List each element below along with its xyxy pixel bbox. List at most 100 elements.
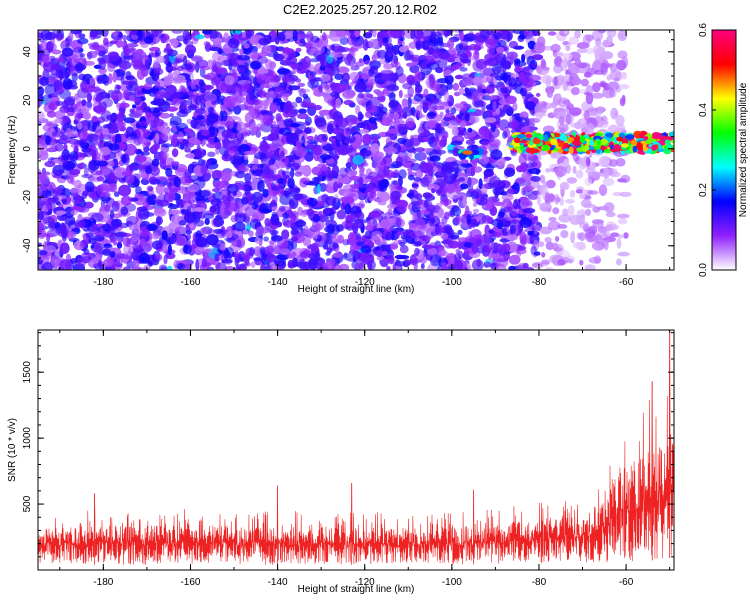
noise-blob <box>457 237 469 243</box>
noise-blob <box>403 49 411 61</box>
noise-blob <box>290 168 295 179</box>
noise-blob <box>97 74 110 84</box>
noise-blob <box>132 97 142 102</box>
noise-blob <box>79 162 85 169</box>
noise-blob <box>467 176 472 187</box>
noise-blob <box>292 30 298 42</box>
noise-blob <box>169 116 182 126</box>
noise-blob <box>151 232 160 240</box>
noise-blob <box>236 265 248 270</box>
noise-blob <box>339 36 349 46</box>
noise-blob <box>206 160 212 167</box>
noise-blob <box>264 178 273 183</box>
noise-blob <box>457 240 462 250</box>
noise-blob <box>129 108 135 114</box>
noise-blob <box>295 47 302 53</box>
noise-blob <box>61 99 74 110</box>
noise-blob <box>420 151 427 161</box>
noise-blob <box>106 131 114 139</box>
noise-blob <box>452 82 460 91</box>
noise-blob <box>135 48 144 56</box>
noise-blob <box>492 201 504 206</box>
noise-blob <box>184 169 192 178</box>
noise-blob <box>234 250 240 258</box>
noise-blob <box>399 245 409 254</box>
noise-blob <box>186 65 193 71</box>
noise-blob <box>281 75 292 83</box>
noise-blob <box>363 32 373 39</box>
noise-blob <box>344 222 354 228</box>
noise-blob <box>154 98 167 107</box>
noise-blob <box>387 203 397 210</box>
noise-blob <box>334 73 344 80</box>
noise-blob <box>204 93 217 102</box>
noise-blob <box>494 187 499 199</box>
noise-blob <box>587 190 599 195</box>
noise-blob <box>505 95 517 105</box>
noise-blob <box>617 218 628 225</box>
noise-blob <box>528 117 541 124</box>
noise-blob <box>450 115 456 120</box>
noise-blob <box>579 221 590 229</box>
noise-blob <box>528 168 541 175</box>
noise-blob <box>120 206 129 216</box>
noise-blob <box>551 242 559 251</box>
noise-blob <box>325 251 331 256</box>
noise-blob <box>120 51 127 63</box>
noise-blob <box>95 93 102 104</box>
noise-blob <box>457 136 463 141</box>
noise-blob <box>221 129 233 139</box>
noise-blob <box>477 87 484 93</box>
noise-blob <box>339 83 348 90</box>
noise-blob <box>249 124 257 136</box>
noise-blob <box>251 191 264 203</box>
noise-blob <box>576 232 582 240</box>
noise-blob <box>398 46 408 53</box>
noise-blob <box>103 258 114 268</box>
noise-blob <box>354 262 361 270</box>
noise-blob <box>295 193 308 200</box>
noise-blob <box>202 138 207 145</box>
noise-blob <box>165 66 178 72</box>
noise-blob <box>295 96 303 104</box>
noise-blob <box>289 101 298 109</box>
noise-blob <box>357 92 364 99</box>
noise-blob <box>606 230 611 235</box>
noise-blob <box>440 232 449 240</box>
noise-blob <box>248 230 254 237</box>
noise-blob <box>109 209 115 220</box>
noise-blob <box>67 231 77 239</box>
noise-blob <box>74 48 79 54</box>
noise-blob <box>442 188 448 194</box>
noise-blob <box>116 41 127 48</box>
noise-blob <box>137 208 150 220</box>
noise-blob <box>305 41 312 51</box>
noise-blob <box>187 104 198 111</box>
noise-blob <box>617 178 628 183</box>
noise-blob <box>379 96 386 103</box>
noise-blob <box>139 238 146 247</box>
noise-blob <box>206 112 218 124</box>
noise-blob <box>450 256 455 265</box>
noise-blob <box>86 133 99 142</box>
noise-blob <box>124 46 137 54</box>
noise-blob <box>44 93 50 106</box>
noise-blob <box>414 241 422 247</box>
noise-blob <box>337 144 350 156</box>
noise-blob <box>306 197 318 207</box>
noise-blob <box>562 41 570 45</box>
noise-blob <box>108 52 120 62</box>
noise-blob <box>415 35 426 40</box>
noise-blob <box>593 44 603 56</box>
noise-blob <box>177 131 184 143</box>
noise-blob <box>266 253 277 264</box>
noise-blob <box>575 169 584 179</box>
noise-blob <box>65 127 73 139</box>
noise-blob <box>78 33 86 39</box>
noise-blob <box>406 62 416 67</box>
noise-blob <box>332 242 339 249</box>
noise-blob <box>486 75 494 84</box>
noise-blob <box>230 155 243 166</box>
noise-blob <box>422 147 433 153</box>
noise-blob <box>617 59 625 68</box>
